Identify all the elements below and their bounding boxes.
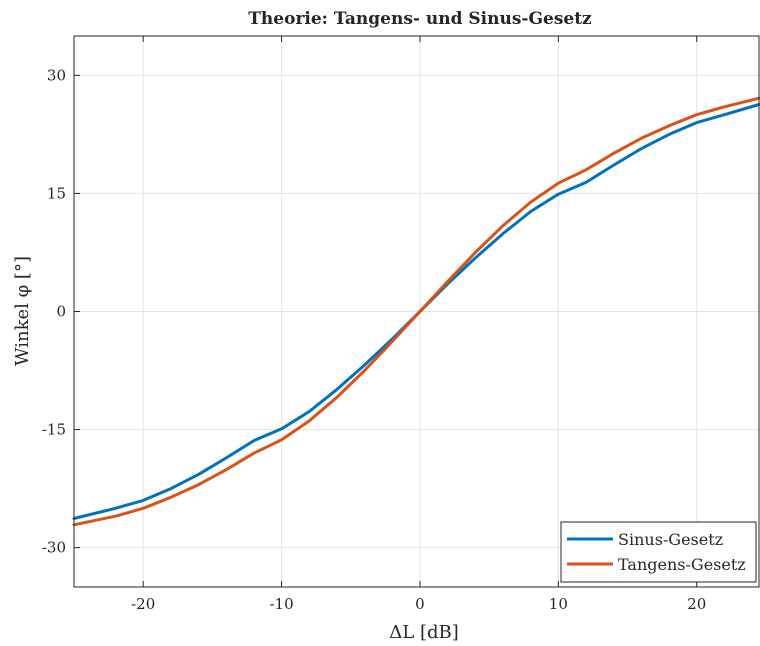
y-axis-label: Winkel φ [°] [12, 256, 33, 366]
y-tick-label: 15 [47, 184, 66, 202]
x-tick-label: 0 [415, 595, 425, 613]
x-tick-label: 10 [549, 595, 568, 613]
x-axis-label: ΔL [dB] [389, 622, 458, 642]
chart-title: Theorie: Tangens- und Sinus-Gesetz [248, 9, 592, 29]
axis-ticks: -20 -10 0 10 20 -30 -15 0 15 30 [42, 36, 706, 613]
x-tick-label: -10 [269, 595, 293, 613]
x-tick-label: -20 [131, 595, 155, 613]
legend-box [560, 521, 757, 583]
series-lines [72, 96, 760, 527]
legend-label: Tangens-Gesetz [618, 555, 746, 574]
x-tick-label: 20 [687, 595, 706, 613]
legend: Sinus-Gesetz Tangens-Gesetz [560, 521, 757, 583]
y-tick-label: -30 [42, 539, 66, 557]
y-tick-label: 30 [47, 66, 66, 84]
y-tick-label: 0 [56, 303, 66, 321]
series-line-tangens-gesetz [72, 96, 760, 527]
legend-label: Sinus-Gesetz [618, 530, 723, 549]
y-tick-label: -15 [42, 421, 66, 439]
